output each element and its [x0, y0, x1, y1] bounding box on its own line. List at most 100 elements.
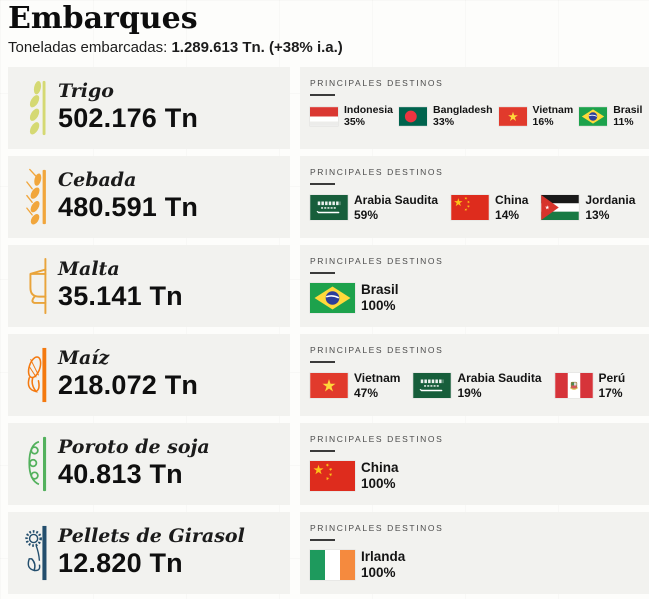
- destination-item: Bangladesh 33%: [399, 104, 493, 129]
- destination-item: China 14%: [451, 193, 528, 223]
- heading-underline: [310, 182, 335, 185]
- heading-underline: [310, 360, 335, 363]
- commodity-row: Cebada 480.591 Tn PRINCIPALES DESTINOS A…: [8, 155, 649, 238]
- destinations-list: China 100%: [310, 460, 643, 494]
- subtitle: Toneladas embarcadas: 1.289.613 Tn. (+38…: [0, 39, 649, 56]
- commodity-name: Cebada: [58, 168, 137, 191]
- destination-country: Brasil: [361, 281, 399, 297]
- commodity-name: Maíz: [58, 346, 110, 369]
- destination-country: Vietnam: [354, 370, 401, 385]
- destinations-card: PRINCIPALES DESTINOS Vietnam 47% Arabia …: [300, 333, 649, 416]
- destination-share: 35%: [344, 116, 366, 129]
- destination-item: Jordania 13%: [541, 193, 635, 223]
- destinations-list: Arabia Saudita 59% China 14% Jordania 13…: [310, 193, 643, 223]
- destination-item: Arabia Saudita 59%: [310, 193, 438, 223]
- destination-share: 100%: [361, 476, 396, 492]
- china-flag: [451, 195, 489, 220]
- destination-country: Indonesia: [344, 103, 394, 116]
- commodity-tonnage: 12.820 Tn: [58, 547, 183, 578]
- destination-item: China 100%: [310, 460, 399, 494]
- bangladesh-flag: [399, 106, 428, 126]
- destination-share: 17%: [598, 385, 623, 400]
- heading-underline: [310, 271, 335, 274]
- destination-item: Brasil 100%: [310, 282, 399, 316]
- destination-share: 14%: [495, 207, 520, 222]
- peru-flag: [554, 373, 593, 398]
- subtitle-value: 1.289.613 Tn. (+38% i.a.): [171, 38, 343, 56]
- commodity-tonnage: 40.813 Tn: [58, 458, 183, 489]
- arabia-saudita-flag: [310, 195, 348, 220]
- corn-icon: [25, 346, 49, 404]
- irlanda-flag: [310, 550, 355, 581]
- destination-share: 59%: [354, 207, 379, 222]
- destination-country: China: [361, 459, 399, 475]
- destination-share: 33%: [433, 116, 455, 129]
- arabia-saudita-flag: [413, 373, 452, 398]
- heading-underline: [310, 449, 335, 452]
- destinations-list: Indonesia 35% Bangladesh 33% Vietnam 16%…: [310, 104, 643, 129]
- destinations-list: Vietnam 47% Arabia Saudita 19% Perú 17%: [310, 371, 643, 401]
- page-title: Embarques: [8, 1, 198, 36]
- commodity-row: Poroto de soja 40.813 Tn PRINCIPALES DES…: [8, 422, 649, 505]
- commodity-tonnage: 502.176 Tn: [58, 102, 199, 133]
- china-flag: [310, 461, 355, 492]
- destination-item: Brasil 11%: [579, 104, 642, 129]
- commodity-card: Trigo 502.176 Tn: [8, 66, 290, 149]
- soy-icon: [25, 435, 49, 493]
- subtitle-label: Toneladas embarcadas:: [8, 38, 172, 56]
- commodity-rows: Trigo 502.176 Tn PRINCIPALES DESTINOS In…: [0, 66, 649, 594]
- destinations-heading: PRINCIPALES DESTINOS: [310, 255, 444, 266]
- brasil-flag: [579, 106, 608, 126]
- destinations-heading: PRINCIPALES DESTINOS: [310, 522, 444, 533]
- destination-share: 100%: [361, 565, 396, 581]
- commodity-tonnage: 35.141 Tn: [58, 280, 183, 311]
- destination-item: Arabia Saudita 19%: [413, 370, 542, 401]
- destination-share: 47%: [354, 385, 379, 400]
- commodity-row: Pellets de Girasol 12.820 Tn PRINCIPALES…: [8, 511, 649, 594]
- jordania-flag: [541, 195, 580, 220]
- commodity-card: Poroto de soja 40.813 Tn: [8, 422, 290, 505]
- heading-underline: [310, 538, 335, 541]
- destinations-heading: PRINCIPALES DESTINOS: [310, 344, 444, 355]
- commodity-card: Cebada 480.591 Tn: [8, 155, 290, 238]
- heading-underline: [310, 93, 335, 96]
- brasil-flag: [310, 283, 355, 314]
- destination-item: Vietnam 47%: [310, 371, 400, 401]
- destination-share: 16%: [532, 116, 554, 129]
- commodity-card: Pellets de Girasol 12.820 Tn: [8, 511, 290, 594]
- destinations-heading: PRINCIPALES DESTINOS: [310, 77, 444, 88]
- commodity-tonnage: 480.591 Tn: [58, 191, 199, 222]
- destination-share: 19%: [457, 385, 482, 400]
- destinations-card: PRINCIPALES DESTINOS Irlanda 100%: [300, 511, 649, 594]
- destination-share: 11%: [613, 116, 634, 129]
- destination-country: China: [495, 192, 529, 207]
- destinations-card: PRINCIPALES DESTINOS Arabia Saudita 59% …: [300, 155, 649, 238]
- destination-country: Bangladesh: [433, 103, 493, 116]
- wheat-icon: [25, 79, 49, 137]
- destinations-list: Irlanda 100%: [310, 549, 643, 583]
- commodity-name: Poroto de soja: [58, 435, 210, 458]
- destination-item: Perú 17%: [554, 370, 626, 401]
- destination-country: Jordania: [585, 192, 636, 207]
- sunflower-icon: [25, 524, 49, 582]
- destination-item: Irlanda 100%: [310, 549, 405, 583]
- commodity-row: Malta 35.141 Tn PRINCIPALES DESTINOS Bra…: [8, 244, 649, 327]
- destinations-card: PRINCIPALES DESTINOS China 100%: [300, 422, 649, 505]
- vietnam-flag: [498, 106, 527, 126]
- destinations-card: PRINCIPALES DESTINOS Indonesia 35% Bangl…: [300, 66, 649, 149]
- destinations-list: Brasil 100%: [310, 282, 643, 316]
- commodity-row: Maíz 218.072 Tn PRINCIPALES DESTINOS Vie…: [8, 333, 649, 416]
- commodity-name: Pellets de Girasol: [58, 524, 245, 547]
- commodity-card: Malta 35.141 Tn: [8, 244, 290, 327]
- destination-item: Vietnam 16%: [498, 103, 574, 129]
- indonesia-flag: [310, 106, 338, 126]
- destination-country: Perú: [598, 370, 626, 385]
- destination-country: Vietnam: [532, 103, 574, 116]
- destination-country: Arabia Saudita: [354, 192, 439, 207]
- destination-country: Arabia Saudita: [457, 370, 542, 385]
- destination-country: Brasil: [613, 103, 643, 116]
- destination-country: Irlanda: [361, 548, 406, 564]
- kettle-icon: [25, 257, 49, 315]
- destination-share: 100%: [361, 298, 396, 314]
